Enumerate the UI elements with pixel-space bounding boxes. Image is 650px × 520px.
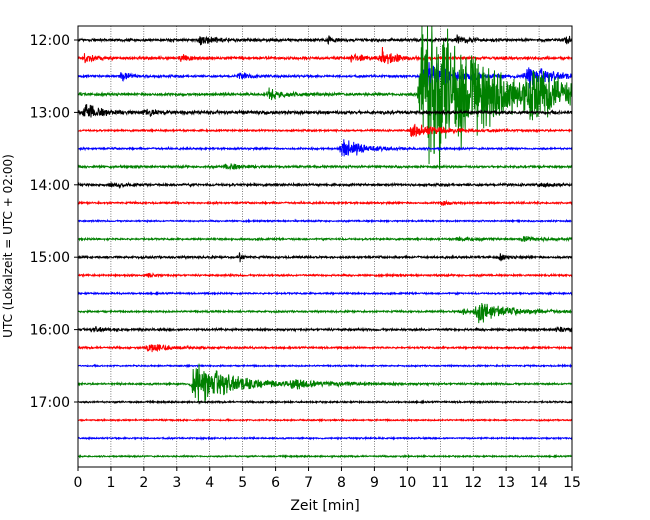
y-tick-label: 16:00 — [30, 323, 70, 339]
y-tick-label: 14:00 — [30, 178, 70, 194]
seismic-trace — [77, 235, 573, 243]
seismic-trace — [77, 25, 573, 170]
seismic-trace — [77, 399, 573, 405]
seismic-trace — [77, 47, 573, 65]
y-tick-label: 12:00 — [30, 33, 70, 49]
seismic-trace — [77, 417, 573, 423]
x-tick-label: 11 — [431, 475, 449, 491]
y-tick-label: 15:00 — [30, 250, 70, 266]
x-axis-ticks: 0 1 2 3 4 5 6 7 8 9 10 11 12 13 14 15 — [74, 467, 581, 491]
y-tick-label: 17:00 — [30, 395, 70, 411]
x-tick-label: 1 — [106, 475, 115, 491]
seismic-trace — [77, 139, 573, 157]
x-tick-label: 0 — [74, 475, 83, 491]
x-tick-label: 6 — [271, 475, 280, 491]
x-tick-label: 9 — [370, 475, 379, 491]
seismic-trace — [77, 302, 573, 324]
seismic-trace — [77, 181, 573, 190]
seismic-trace — [77, 163, 573, 171]
vertical-grid — [110, 26, 540, 467]
seismic-trace — [77, 453, 573, 460]
seismic-trace — [77, 123, 573, 138]
plot-frame — [77, 25, 573, 468]
trace-group — [77, 25, 573, 460]
x-tick-label: 15 — [563, 475, 581, 491]
y-tick-label: 13:00 — [30, 105, 70, 121]
seismic-trace — [77, 363, 573, 403]
y-axis-label: UTC (Lokalzeit = UTC + 02:00) — [1, 154, 15, 338]
x-tick-label: 8 — [337, 475, 346, 491]
seismic-trace — [77, 218, 573, 224]
x-tick-label: 2 — [139, 475, 148, 491]
x-tick-label: 12 — [464, 475, 482, 491]
x-tick-label: 3 — [172, 475, 181, 491]
seismic-trace — [77, 326, 573, 333]
seismic-trace — [77, 272, 573, 279]
y-axis-ticks: 12:00 13:00 14:00 15:00 16:00 17:00 — [30, 33, 78, 411]
seismic-trace — [77, 34, 573, 46]
x-tick-label: 5 — [238, 475, 247, 491]
seismic-trace — [77, 344, 573, 353]
seismic-trace — [77, 435, 573, 441]
x-axis-label: Zeit [min] — [290, 498, 359, 514]
seismic-trace — [77, 199, 573, 206]
x-tick-label: 14 — [530, 475, 548, 491]
x-tick-label: 10 — [398, 475, 416, 491]
seismic-trace — [77, 252, 573, 263]
seismic-trace — [77, 290, 573, 297]
seismic-trace — [77, 104, 573, 118]
x-tick-label: 4 — [205, 475, 214, 491]
seismic-trace — [77, 363, 573, 369]
x-tick-label: 7 — [304, 475, 313, 491]
x-tick-label: 13 — [497, 475, 515, 491]
